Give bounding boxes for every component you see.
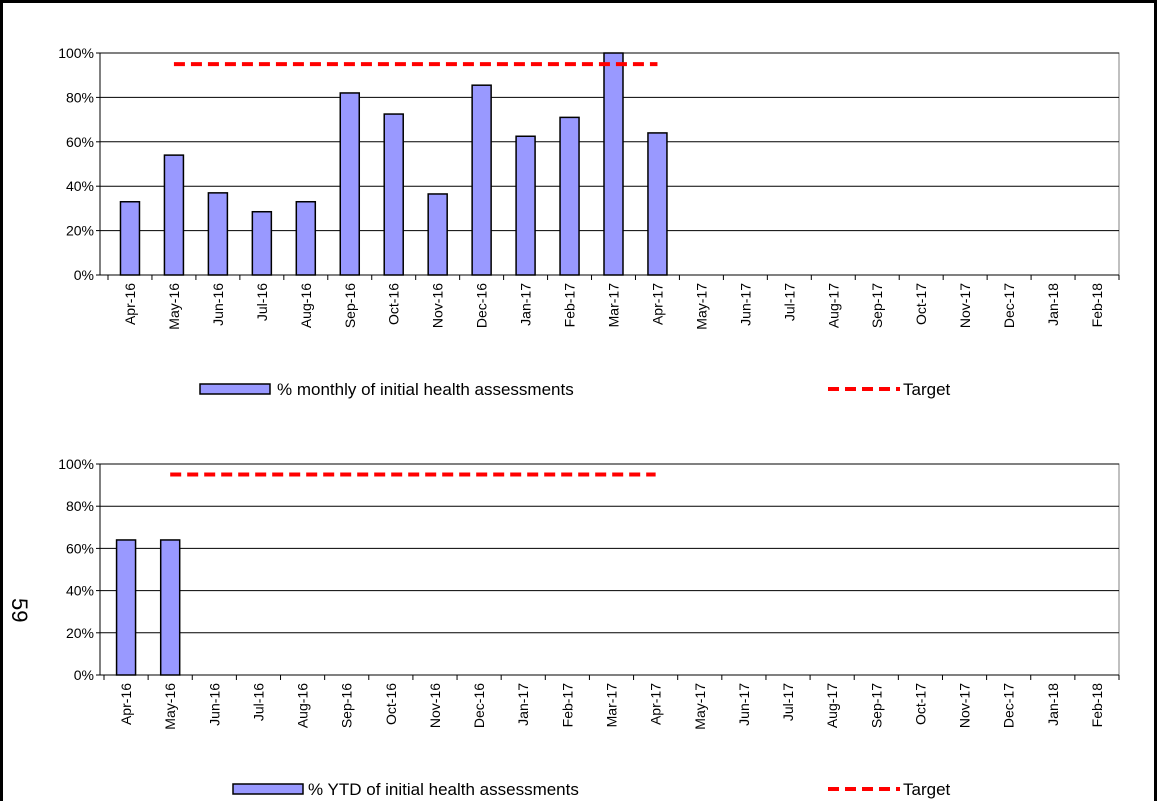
page-number: 59 [7,598,32,622]
x-tick-label: Apr-17 [649,283,665,325]
x-tick-label: Aug-16 [298,283,314,328]
x-tick-label: Apr-17 [648,683,664,725]
bar [207,192,229,276]
bar [251,210,273,276]
x-tick-label: Jan-17 [515,683,531,726]
x-tick-label: Sep-17 [869,283,885,328]
x-tick-label: Aug-17 [824,683,840,728]
bar [119,200,141,276]
bar [295,200,317,276]
y-tick-label: 60% [66,134,94,150]
x-tick-label: Feb-17 [559,683,575,728]
x-tick-label: Nov-17 [957,283,973,328]
legend-swatch [199,383,271,395]
x-tick-label: May-16 [166,283,182,330]
bar [339,92,361,276]
bar [427,193,448,276]
x-tick-label: Jul-17 [781,283,797,321]
y-tick-label: 60% [66,540,94,556]
x-tick-label: Feb-18 [1089,683,1105,728]
x-tick-label: Dec-17 [1001,683,1017,728]
x-tick-label: Oct-16 [386,283,402,325]
x-tick-label: Jun-17 [737,283,753,326]
x-tick-label: Apr-16 [122,283,138,325]
x-tick-label: Jun-16 [210,283,226,326]
y-tick-label: 80% [66,498,94,514]
x-tick-label: Oct-17 [912,683,928,725]
bar [159,539,181,676]
x-tick-label: Sep-16 [339,683,355,728]
x-tick-label: Jan-18 [1045,683,1061,726]
plot-area [99,463,1120,676]
x-tick-label: Sep-16 [342,283,358,328]
legend-label: % YTD of initial health assessments [308,780,579,799]
y-tick-label: 100% [58,45,94,61]
bar [647,132,668,276]
y-tick-label: 20% [66,625,94,641]
x-tick-label: May-16 [162,683,178,730]
bar [383,113,404,276]
x-tick-label: Oct-16 [383,683,399,725]
x-tick-label: May-17 [693,283,709,330]
x-tick-label: Apr-16 [118,683,134,725]
y-tick-label: 40% [66,583,94,599]
legend-label: Target [903,380,951,399]
x-tick-label: Feb-17 [562,283,578,328]
x-tick-label: Dec-17 [1001,283,1017,328]
x-tick-label: Dec-16 [474,283,490,328]
x-tick-label: Jul-16 [250,683,266,721]
y-tick-label: 100% [58,456,94,472]
x-tick-label: Jun-17 [736,683,752,726]
x-tick-label: Feb-18 [1089,283,1105,328]
bar [115,539,137,676]
bar [515,135,536,276]
x-tick-label: Aug-17 [825,283,841,328]
legend-label: % monthly of initial health assessments [277,380,574,399]
x-tick-label: Aug-16 [295,683,311,728]
x-tick-label: Jul-16 [254,283,270,321]
x-tick-label: Mar-17 [604,683,620,728]
x-tick-label: Jun-16 [206,683,222,726]
bar [603,52,624,276]
x-tick-label: May-17 [692,683,708,730]
bar [471,84,492,276]
x-tick-label: Oct-17 [913,283,929,325]
bar [163,154,185,276]
x-tick-label: Jan-17 [518,283,534,326]
x-tick-label: Nov-17 [957,683,973,728]
y-tick-label: 80% [66,89,94,105]
x-tick-label: Nov-16 [430,283,446,328]
legend-label: Target [903,780,951,799]
x-tick-label: Dec-16 [471,683,487,728]
legend-swatch [232,783,304,795]
x-tick-label: Jan-18 [1045,283,1061,326]
x-tick-label: Sep-17 [868,683,884,728]
y-tick-label: 0% [74,267,94,283]
y-tick-label: 0% [74,667,94,683]
x-tick-label: Jul-17 [780,683,796,721]
y-tick-label: 40% [66,178,94,194]
y-tick-label: 20% [66,223,94,239]
x-tick-label: Mar-17 [606,283,622,328]
x-tick-label: Nov-16 [427,683,443,728]
bar [559,116,580,276]
